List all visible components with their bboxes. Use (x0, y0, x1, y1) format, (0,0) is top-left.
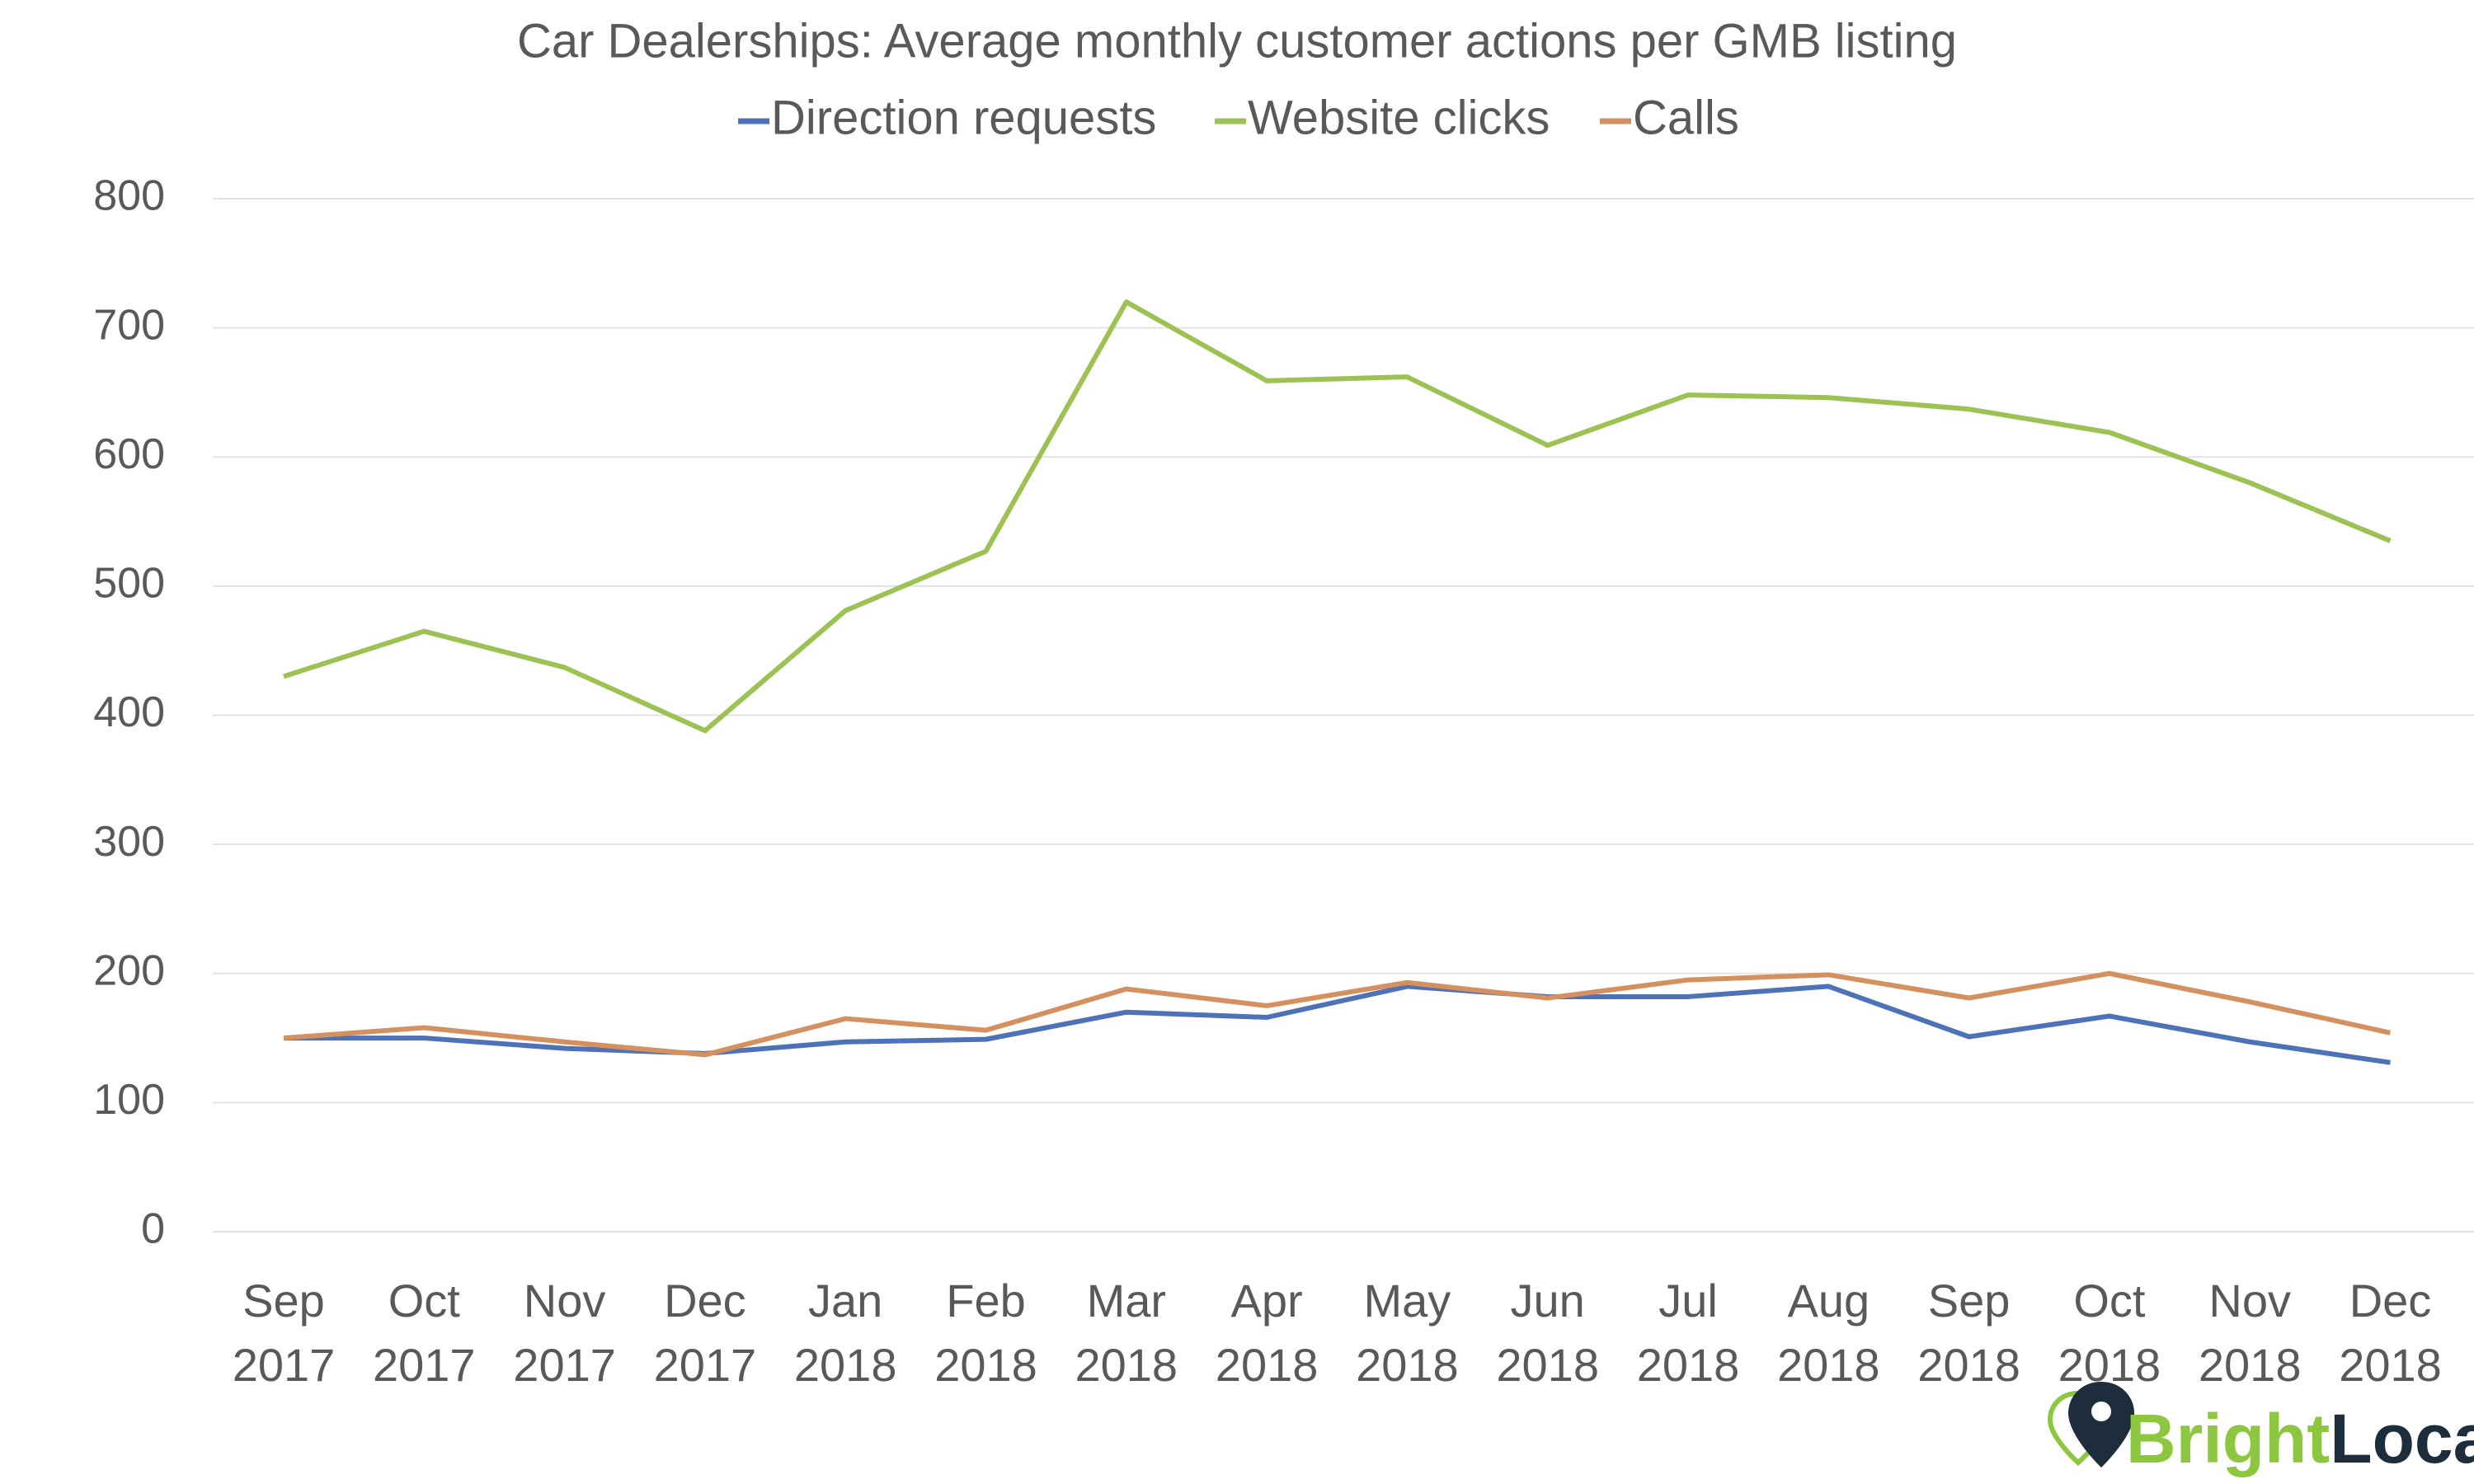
logo-pin (2068, 1382, 2134, 1468)
y-tick-label: 100 (93, 1076, 165, 1124)
x-tick-label: Oct 2017 (373, 1275, 476, 1391)
y-tick-label: 800 (93, 172, 165, 220)
legend-label: Direction requests (771, 91, 1156, 144)
logo: BrightLocal (2047, 1382, 2474, 1477)
x-tick-label: Oct 2018 (2058, 1275, 2161, 1391)
x-tick-label: Apr 2018 (1215, 1275, 1319, 1391)
x-tick-label: Sep 2017 (232, 1275, 336, 1391)
x-tick-label: Feb 2018 (934, 1275, 1037, 1391)
legend-label: Calls (1633, 91, 1739, 144)
logo-local: Local (2330, 1400, 2474, 1477)
x-tick-label: Jul 2018 (1636, 1275, 1740, 1391)
x-tick-label: Jan 2018 (793, 1275, 897, 1391)
x-tick-label: Mar 2018 (1075, 1275, 1178, 1391)
logo-text: BrightLocal (2126, 1400, 2474, 1477)
x-tick-label: Nov 2017 (513, 1275, 616, 1391)
logo-bright: Bright (2126, 1400, 2330, 1477)
chart-title: Car Dealerships: Average monthly custome… (517, 14, 1957, 68)
x-tick-label: Sep 2018 (1917, 1275, 2020, 1391)
x-tick-label: Aug 2018 (1777, 1275, 1880, 1391)
y-tick-label: 500 (93, 560, 165, 608)
x-tick-label: May 2018 (1356, 1275, 1459, 1391)
legend-label: Website clicks (1248, 91, 1550, 144)
y-tick-label: 400 (93, 688, 165, 736)
series-line (283, 299, 2392, 734)
series-line (284, 984, 2391, 1065)
x-tick-label: Nov 2018 (2198, 1275, 2302, 1391)
y-tick-label: 0 (141, 1205, 165, 1253)
x-tick-label: Jun 2018 (1496, 1275, 1599, 1391)
series-line (283, 970, 2392, 1058)
x-tick-label: Dec 2017 (653, 1275, 757, 1391)
logo-pin-hole (2091, 1402, 2111, 1421)
grid (213, 198, 2474, 1233)
y-tick-label: 700 (93, 301, 165, 349)
y-tick-label: 200 (93, 946, 165, 994)
x-tick-label: Dec 2018 (2339, 1275, 2442, 1391)
y-tick-label: 300 (93, 818, 165, 866)
y-tick-label: 600 (93, 430, 165, 478)
